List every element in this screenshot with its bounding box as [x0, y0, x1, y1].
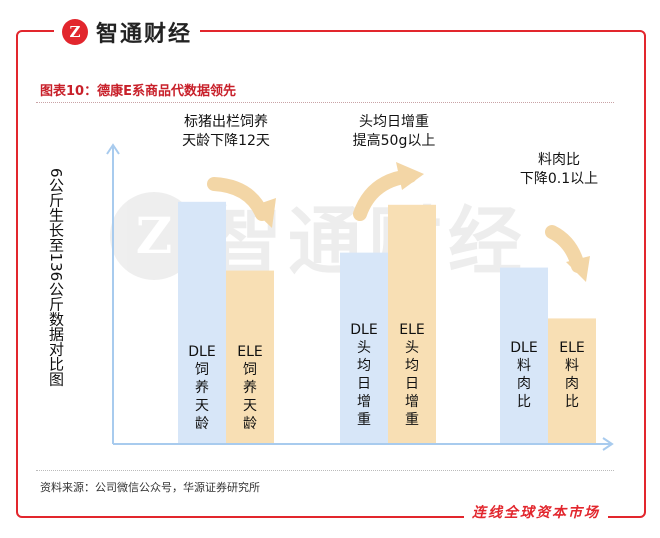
bar-label: 头 [357, 340, 371, 356]
y-axis-label: 6公斤生长至136公斤数据对比图 [47, 168, 65, 387]
annotation-group-2: 头均日增重 提高50g以上 [334, 113, 454, 151]
annotation-line: 标猪出栏饲养 [184, 114, 268, 130]
bar-label: 肉 [517, 376, 531, 392]
bar-label: 比 [517, 394, 531, 410]
bar-label: ELE [237, 344, 263, 360]
bar-label: 增 [405, 394, 419, 410]
brand-name: 智通财经 [96, 22, 193, 47]
bar-label: 饲 [243, 362, 257, 378]
bar-label: 头 [405, 340, 419, 356]
annotation-arrow-head [566, 256, 590, 282]
bar-dle-group-2 [340, 252, 388, 444]
bar-label: 料 [517, 358, 531, 374]
bar-label: 养 [243, 380, 257, 396]
annotation-line: 天龄下降12天 [182, 133, 270, 149]
x-axis-arrow-icon [602, 437, 614, 451]
bar-label: 龄 [195, 416, 209, 432]
bar-label: ELE [399, 322, 425, 338]
bar-ele-group-3 [548, 318, 596, 444]
bar-label: 养 [195, 380, 209, 396]
bar-label: 比 [565, 394, 579, 410]
annotation-line: 下降0.1以上 [519, 171, 599, 187]
bar-label: ELE [559, 340, 585, 356]
brand-header: Z 智通财经 [54, 10, 201, 54]
y-axis-arrow-icon [106, 143, 120, 155]
source-note: 资料来源：公司微信公众号，华源证券研究所 [40, 481, 260, 494]
annotation-line: 头均日增重 [359, 114, 429, 130]
bar-dle-group-1 [178, 201, 226, 444]
bar-label: 日 [357, 376, 371, 392]
bar-label: 重 [357, 412, 371, 428]
bar-label: DLE [510, 340, 537, 356]
bar-ele-group-1 [226, 270, 274, 444]
bar-dle-group-3 [500, 267, 548, 444]
bar-label: 天 [243, 398, 257, 414]
bar-label: 重 [405, 412, 419, 428]
annotation-line: 提高50g以上 [352, 133, 436, 149]
bar-label: 日 [405, 376, 419, 392]
title-divider [36, 102, 614, 103]
bar-label: 肉 [565, 376, 579, 392]
annotation-arrow-head [250, 198, 276, 228]
figure-title: 图表10：德康E系商品代数据领先 [40, 84, 236, 99]
bar-label: 饲 [195, 362, 209, 378]
bar-label: 龄 [243, 416, 257, 432]
bar-label: DLE [350, 322, 377, 338]
annotation-group-1: 标猪出栏饲养 天龄下降12天 [166, 113, 286, 151]
bar-label: 均 [405, 358, 419, 374]
annotation-arrow-head [396, 162, 424, 190]
annotation-group-3: 料肉比 下降0.1以上 [499, 151, 619, 189]
brand-logo-icon: Z [62, 19, 88, 45]
bar-label: 料 [565, 358, 579, 374]
bar-ele-group-2 [388, 204, 436, 444]
bar-label: 均 [357, 358, 371, 374]
annotation-line: 料肉比 [538, 152, 580, 168]
source-divider [36, 470, 614, 471]
bar-label: 天 [195, 398, 209, 414]
bar-label: 增 [357, 394, 371, 410]
footer-slogan: 连线全球资本市场 [464, 502, 608, 522]
bar-label: DLE [188, 344, 215, 360]
